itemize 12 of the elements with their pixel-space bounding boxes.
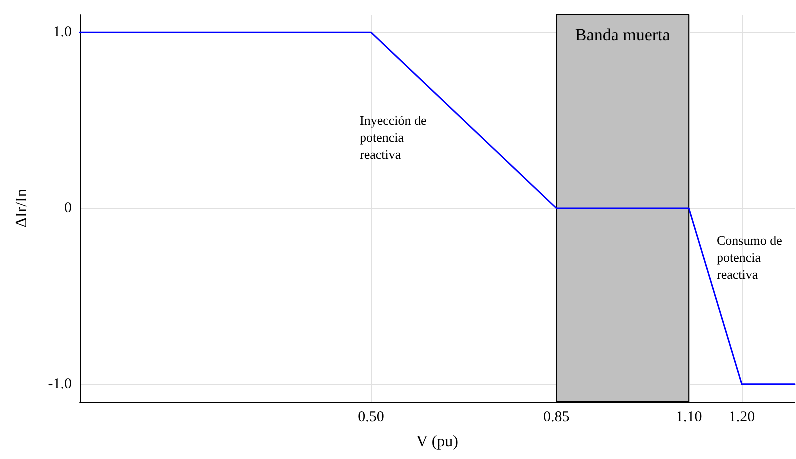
x-tick-label: 0.50	[358, 410, 384, 426]
annotation: Consumo de potencia reactiva	[717, 233, 783, 282]
x-tick-label: 0.85	[544, 410, 570, 426]
x-axis-title: V (pu)	[416, 434, 458, 450]
x-tick-label: 1.20	[728, 410, 756, 426]
x-tick-label: 1.10	[676, 410, 702, 426]
band-label: Banda muerta	[575, 26, 671, 44]
y-tick-label: -1.0	[48, 376, 72, 392]
y-axis-title: ΔIr/In	[14, 189, 30, 228]
annotation: Inyección de potencia reactiva	[360, 113, 427, 162]
y-tick-label: 1.0	[53, 24, 72, 41]
y-tick-label: 0	[64, 200, 72, 216]
